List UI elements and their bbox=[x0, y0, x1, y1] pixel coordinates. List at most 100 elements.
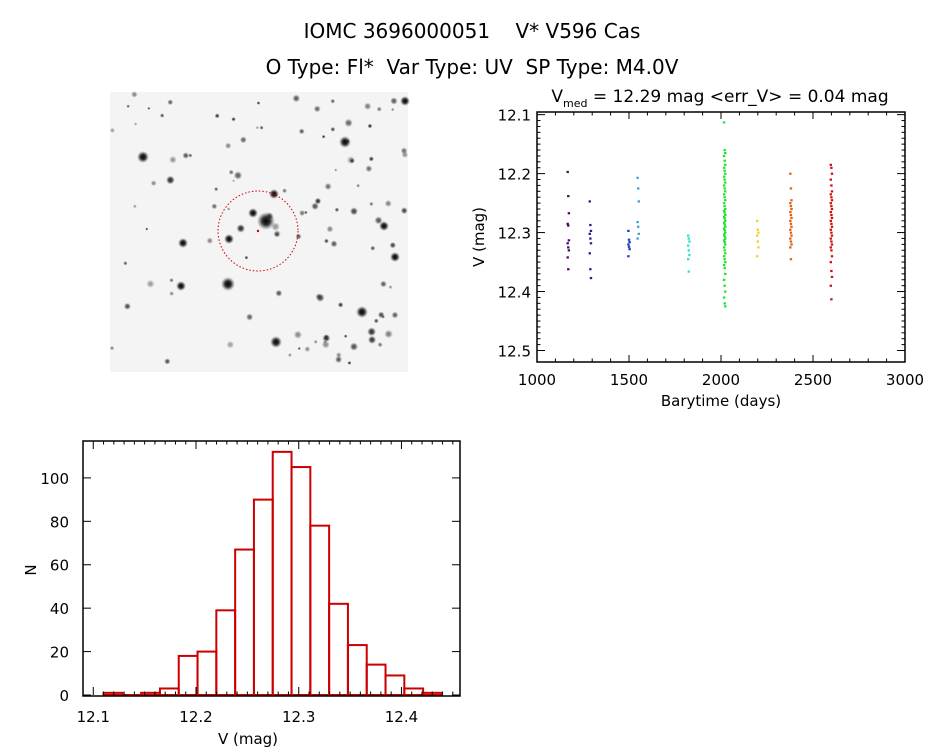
data-point bbox=[722, 154, 726, 158]
data-point bbox=[789, 240, 793, 243]
data-point bbox=[790, 234, 793, 237]
data-point bbox=[724, 181, 727, 184]
star bbox=[150, 180, 157, 187]
data-point bbox=[757, 246, 760, 249]
x-tick-label: 12.4 bbox=[385, 708, 418, 726]
data-point bbox=[829, 284, 832, 287]
data-point bbox=[830, 234, 834, 237]
target-circle-marker bbox=[217, 190, 299, 272]
data-point bbox=[790, 225, 793, 228]
star bbox=[178, 238, 188, 248]
data-point bbox=[567, 246, 570, 249]
data-point bbox=[723, 205, 726, 208]
star bbox=[311, 202, 319, 211]
vmed-symbol: V bbox=[551, 87, 563, 107]
star bbox=[131, 91, 138, 98]
data-point bbox=[830, 216, 834, 220]
star bbox=[147, 106, 151, 110]
data-point bbox=[724, 151, 727, 155]
data-point bbox=[830, 298, 833, 301]
star bbox=[323, 238, 329, 244]
star bbox=[255, 125, 260, 130]
star bbox=[295, 233, 302, 240]
data-point bbox=[829, 210, 832, 214]
data-point bbox=[723, 159, 726, 162]
data-point bbox=[567, 239, 571, 242]
star bbox=[321, 340, 330, 349]
star bbox=[299, 209, 306, 217]
finder-background bbox=[110, 92, 408, 372]
data-point bbox=[830, 231, 833, 234]
histogram-bar bbox=[215, 609, 237, 696]
star-field bbox=[109, 91, 410, 365]
histogram-bar bbox=[384, 674, 406, 697]
star bbox=[367, 335, 377, 344]
data-point bbox=[756, 255, 759, 258]
histogram-y-axis-label: N bbox=[22, 564, 40, 575]
y-tick-label: 12.5 bbox=[498, 343, 531, 361]
data-point bbox=[567, 212, 571, 215]
star bbox=[132, 204, 137, 209]
data-point bbox=[588, 200, 591, 203]
data-point bbox=[687, 234, 690, 237]
y-tick-label: 100 bbox=[40, 470, 69, 488]
star bbox=[224, 142, 232, 150]
data-point bbox=[830, 275, 834, 278]
star bbox=[270, 336, 282, 348]
star bbox=[330, 126, 336, 132]
data-point bbox=[830, 269, 833, 273]
data-point bbox=[722, 227, 726, 230]
data-point bbox=[723, 149, 726, 152]
y-axis-label: V (mag) bbox=[470, 207, 488, 267]
star bbox=[356, 306, 368, 318]
data-point bbox=[756, 228, 759, 231]
x-tick-label: 2000 bbox=[702, 371, 740, 389]
histogram-bar bbox=[309, 524, 331, 697]
data-point bbox=[687, 270, 690, 273]
data-point bbox=[829, 246, 832, 249]
data-point bbox=[566, 256, 569, 259]
star bbox=[349, 342, 359, 351]
star bbox=[388, 285, 393, 290]
star bbox=[188, 153, 193, 158]
star bbox=[368, 156, 374, 162]
histogram-bar bbox=[365, 663, 387, 696]
data-point bbox=[722, 184, 726, 187]
star bbox=[271, 222, 280, 232]
data-point bbox=[724, 272, 727, 276]
data-point bbox=[636, 176, 639, 179]
data-point bbox=[724, 261, 727, 264]
data-point bbox=[627, 229, 630, 233]
star bbox=[379, 221, 389, 231]
data-point bbox=[724, 237, 727, 240]
star bbox=[374, 216, 383, 225]
data-point bbox=[789, 246, 792, 249]
data-point bbox=[567, 195, 570, 198]
data-point bbox=[567, 224, 570, 227]
histogram-x-axis-label: V (mag) bbox=[218, 730, 278, 747]
histogram-frame bbox=[82, 440, 461, 697]
data-point bbox=[637, 225, 640, 228]
data-point bbox=[789, 222, 793, 225]
star bbox=[239, 136, 247, 144]
star bbox=[321, 134, 326, 139]
data-point bbox=[723, 284, 726, 287]
data-point bbox=[829, 193, 832, 196]
target-center-marker bbox=[256, 229, 260, 233]
star bbox=[367, 327, 377, 337]
star bbox=[214, 113, 220, 119]
star bbox=[169, 291, 174, 296]
data-point bbox=[722, 121, 726, 124]
star bbox=[384, 199, 392, 208]
data-point bbox=[637, 200, 640, 203]
star bbox=[377, 311, 385, 319]
data-point bbox=[790, 207, 793, 211]
star bbox=[337, 302, 344, 308]
star bbox=[182, 152, 190, 159]
star bbox=[126, 104, 130, 109]
data-point bbox=[830, 240, 833, 243]
data-point bbox=[589, 268, 592, 271]
data-point bbox=[829, 261, 832, 264]
data-point bbox=[789, 258, 793, 261]
star bbox=[123, 261, 128, 266]
